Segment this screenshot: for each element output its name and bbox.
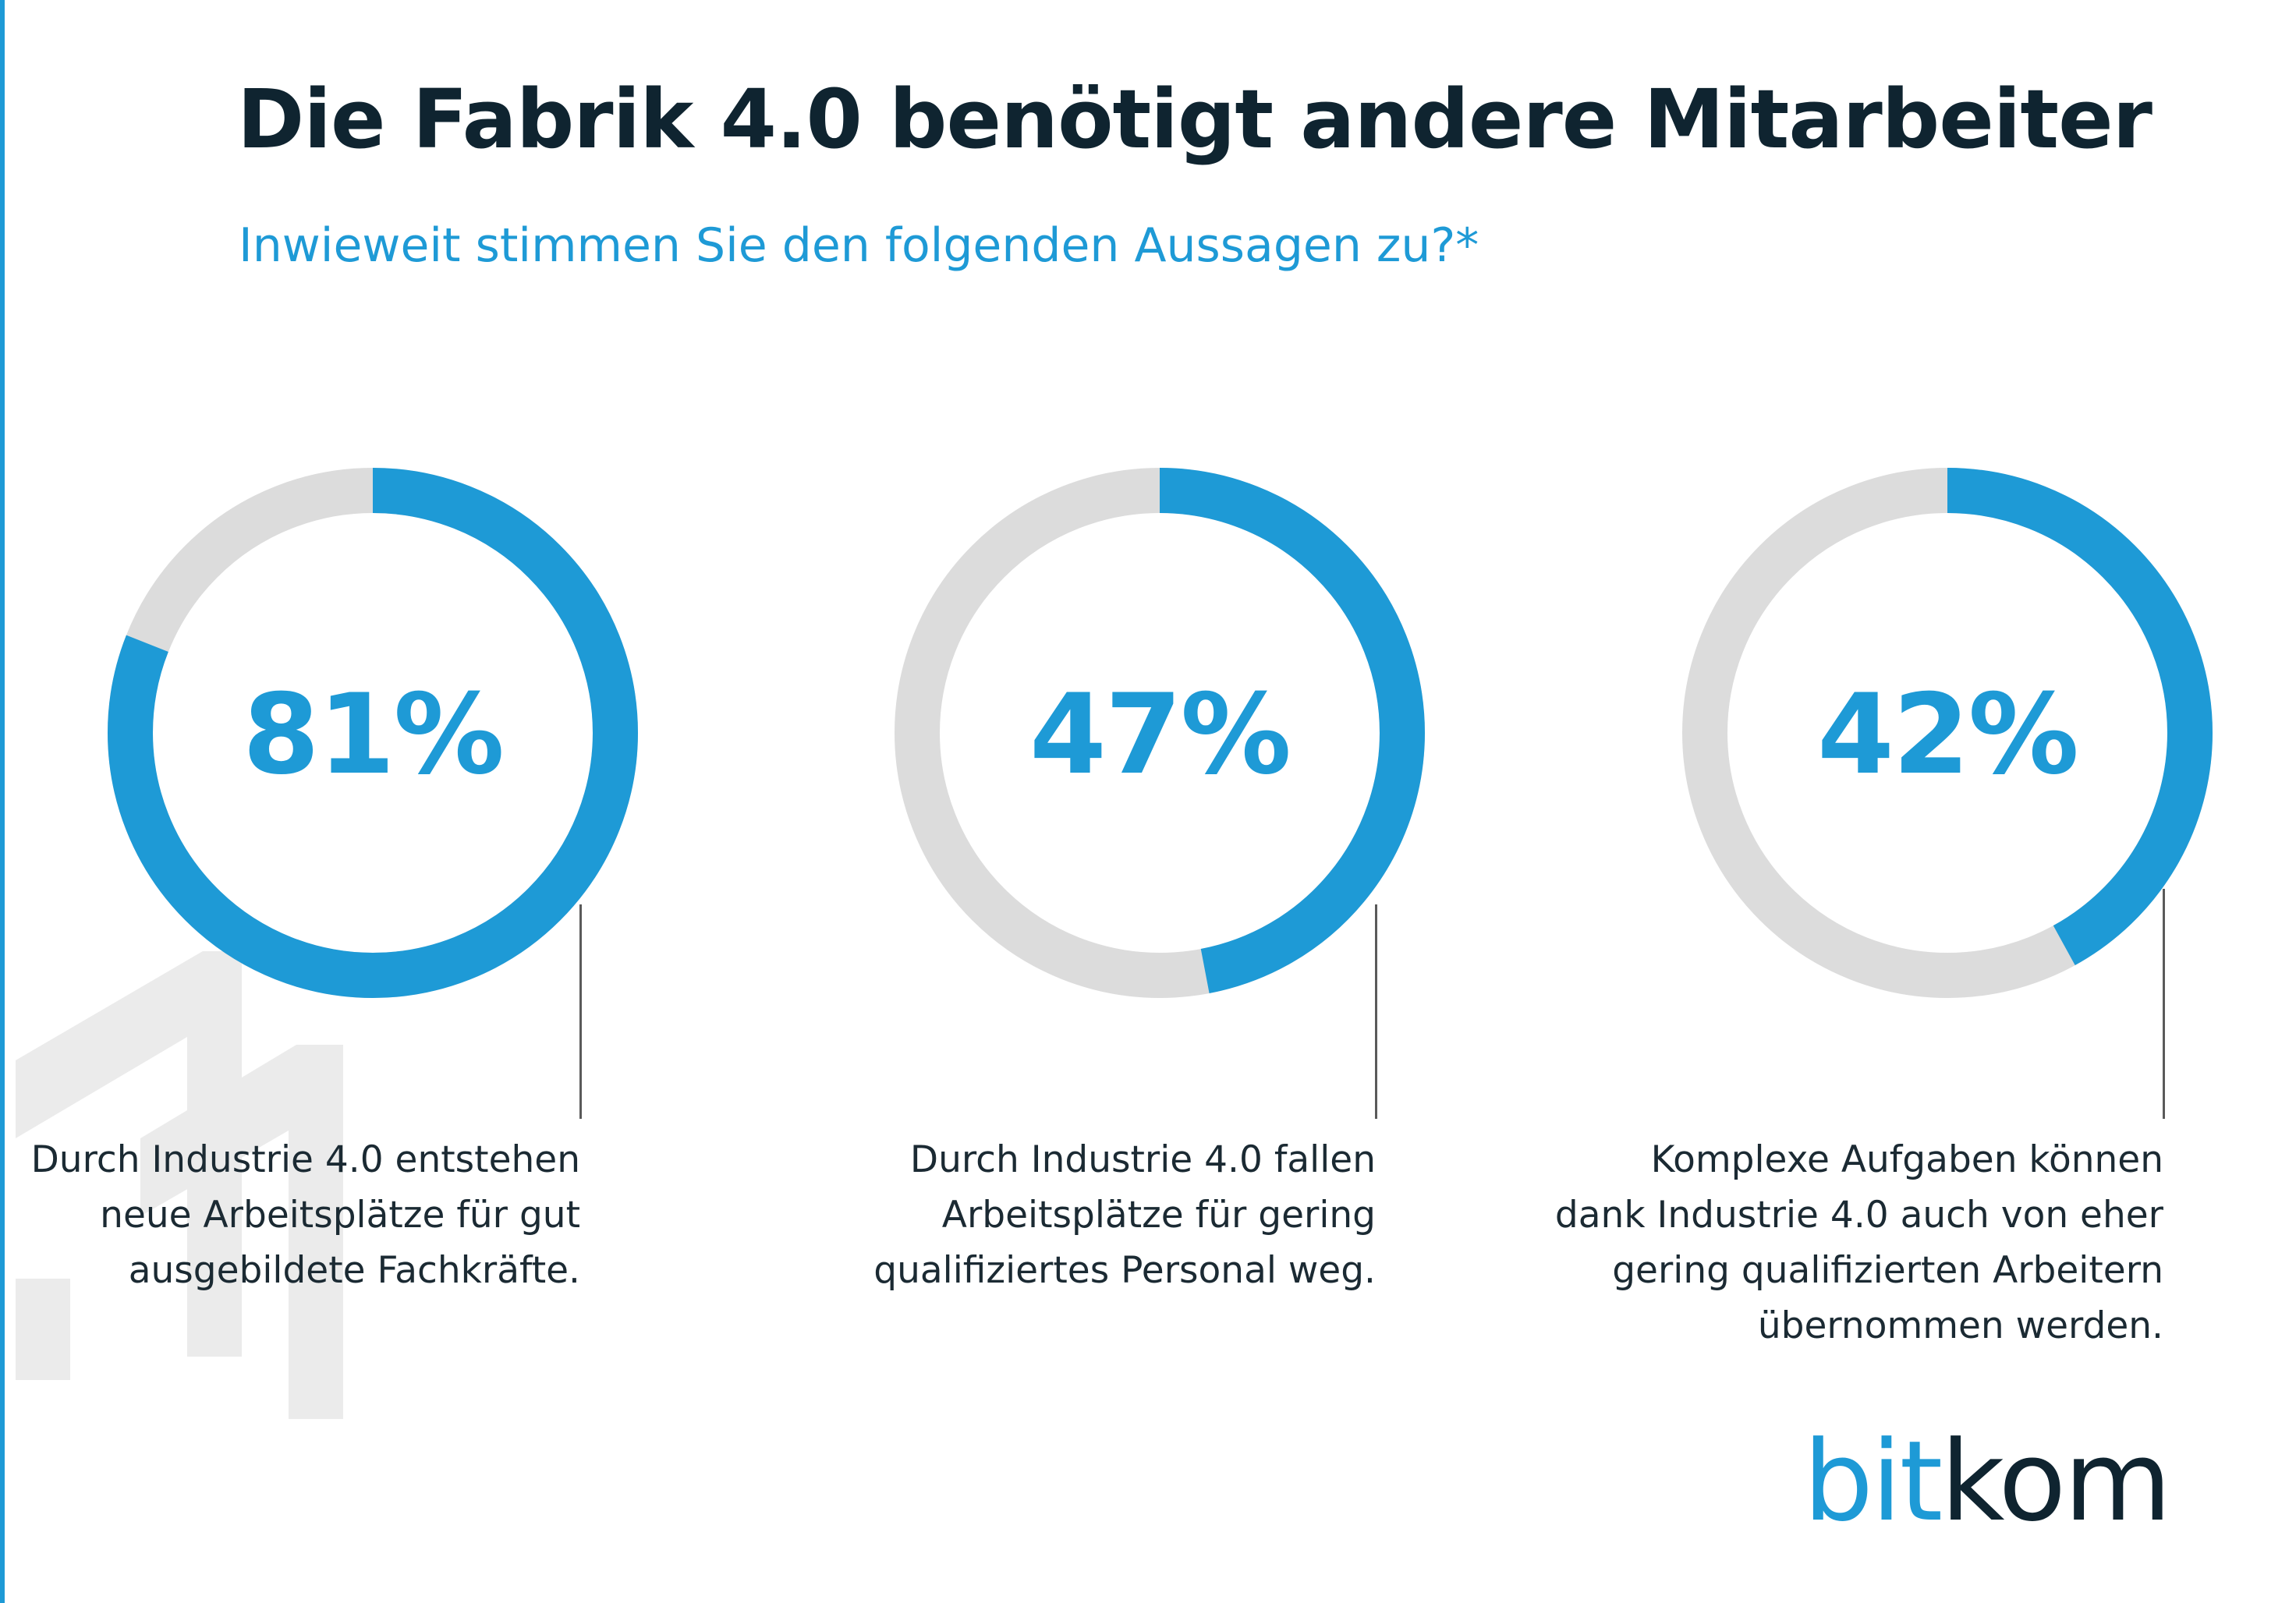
percentage-label-2: 47% [1029,671,1292,799]
left-accent-rule [0,0,5,1603]
leader-line-3 [2163,889,2165,1119]
donut-chart-3: 42% [1682,468,2213,998]
watermark-graphic [16,951,343,1419]
donut-value-arc-3 [1682,468,2213,998]
donut-svg-3 [1682,468,2213,998]
donut-chart-1: 81% [108,468,638,998]
donut-value-arc-2 [895,468,1425,998]
percentage-label-3: 42% [1817,671,2079,799]
logo-part-kom: kom [1940,1417,2171,1546]
percentage-label-1: 81% [243,671,505,799]
logo-part-bit: bit [1803,1417,1943,1546]
chart-subtitle: Inwieweit stimmen Sie den folgenden Auss… [239,218,1479,273]
leader-line-1 [579,904,582,1119]
statement-text-2: Durch Industrie 4.0 fallen Arbeitsplätze… [873,1138,1376,1292]
donut-svg-2 [895,468,1425,998]
chart-title: Die Fabrik 4.0 benötigt andere Mitarbeit… [237,72,2152,167]
donut-value-arc-1 [108,468,638,998]
donut-chart-2: 47% [895,468,1425,998]
donut-svg-1 [108,468,638,998]
statement-text-1: Durch Industrie 4.0 entstehen neue Arbei… [30,1138,580,1292]
leader-line-2 [1375,904,1377,1119]
statement-text-3: Komplexe Aufgaben können dank Industrie … [1554,1138,2163,1347]
bitkom-logo: bitkom [1803,1427,2172,1538]
